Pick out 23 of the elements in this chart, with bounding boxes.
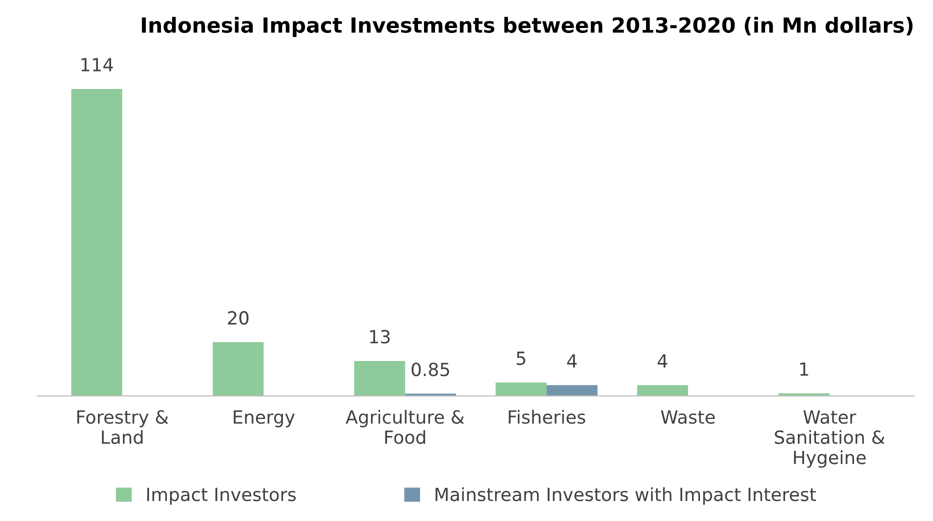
bar xyxy=(496,382,547,396)
bar xyxy=(546,385,598,396)
x-tick-label: Energy xyxy=(234,410,295,428)
x-tick-label: Waste xyxy=(660,410,715,424)
data-label: 13 xyxy=(370,330,390,344)
legend-label: Mainstream Investors with Impact Interest xyxy=(436,487,816,505)
data-label: 4 xyxy=(658,354,668,368)
bar xyxy=(212,342,264,396)
data-label: 0.85 xyxy=(412,362,450,376)
data-label: 114 xyxy=(81,58,113,72)
bar xyxy=(354,360,406,396)
data-label: 1 xyxy=(800,362,808,376)
x-tick-label: Agriculture & Food xyxy=(346,410,464,444)
x-tick-label: Forestry & Land xyxy=(77,410,168,444)
x-tick-label: Fisheries xyxy=(508,410,586,424)
bar xyxy=(637,385,688,396)
chart-title: Indonesia Impact Investments between 2013-2020 (in Mn dollars) xyxy=(142,16,913,37)
data-label: 4 xyxy=(567,354,577,368)
x-tick-label: Water Sanitation & Hygeine xyxy=(774,410,885,468)
data-label: 20 xyxy=(228,311,248,325)
legend-label: Impact Investors xyxy=(147,488,296,505)
bar xyxy=(71,88,122,396)
data-label: 5 xyxy=(516,352,526,366)
